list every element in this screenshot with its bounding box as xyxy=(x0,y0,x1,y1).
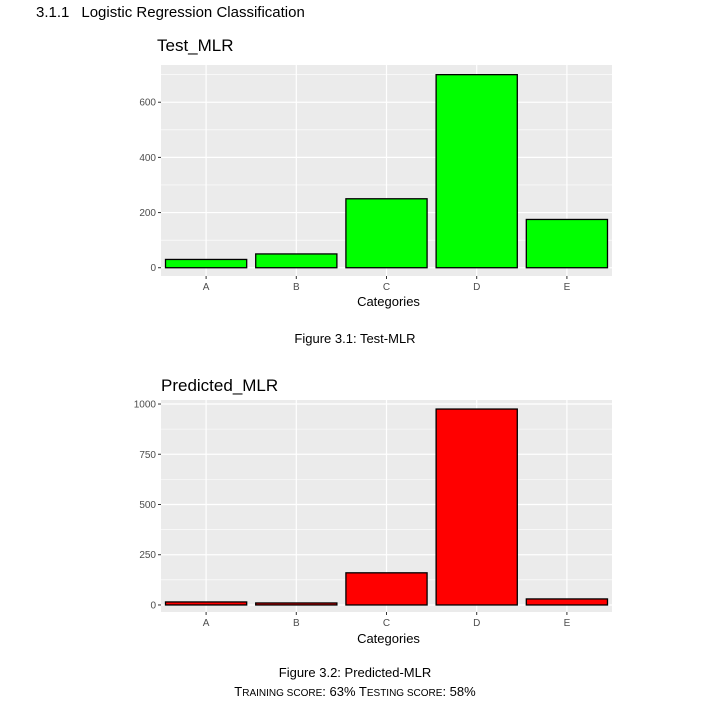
x-tick-label: C xyxy=(383,282,390,293)
chart-title-predicted: Predicted_MLR xyxy=(161,376,279,395)
bar-b xyxy=(255,602,338,606)
x-tick-label: B xyxy=(293,282,300,293)
bar-d xyxy=(435,408,518,606)
training-score-value: 63% xyxy=(329,684,356,699)
y-tick-label: 500 xyxy=(139,500,156,511)
scores-line: Training score: 63% Testing score: 58% xyxy=(234,684,476,699)
y-tick-label: 200 xyxy=(139,208,156,219)
figure-caption-test: Figure 3.1: Test-MLR xyxy=(294,331,416,346)
testing-label-rest: esting score xyxy=(366,688,443,699)
bar-e xyxy=(525,218,609,269)
chart-title-test: Test_MLR xyxy=(157,36,234,55)
bar-c xyxy=(345,198,428,269)
bar-b xyxy=(255,253,338,269)
section-heading: 3.1.1 Logistic Regression Classification xyxy=(36,4,305,21)
x-tick-label: A xyxy=(203,618,210,629)
y-tick-label: 400 xyxy=(139,153,156,164)
x-axis-title: Categories xyxy=(357,294,420,309)
y-tick-label: 600 xyxy=(139,98,156,109)
x-tick-label: C xyxy=(383,618,390,629)
bar-e xyxy=(525,598,609,606)
bar-a xyxy=(164,601,248,606)
training-label-initial: T xyxy=(234,684,243,699)
y-tick-label: 750 xyxy=(139,450,156,461)
figure-caption-predicted: Figure 3.2: Predicted-MLR xyxy=(278,665,432,680)
section-number: 3.1.1 xyxy=(36,4,70,21)
y-tick-label: 1000 xyxy=(134,400,157,411)
x-tick-label: A xyxy=(203,282,210,293)
bar-a xyxy=(164,258,248,269)
bar-c xyxy=(345,572,428,606)
y-tick-label: 0 xyxy=(150,600,156,611)
x-tick-label: E xyxy=(564,282,571,293)
testing-score-value: 58% xyxy=(449,684,476,699)
y-tick-label: 0 xyxy=(150,263,156,274)
testing-label-initial: T xyxy=(358,684,367,699)
test-mlr-bar-chart: 0 200 400 600 A B C D E Categories xyxy=(139,65,612,309)
section-title: Logistic Regression Classification xyxy=(81,4,305,21)
y-tick-label: 250 xyxy=(139,550,156,561)
bar-d xyxy=(435,74,518,269)
x-tick-label: E xyxy=(564,618,571,629)
x-tick-label: B xyxy=(293,618,300,629)
x-tick-label: D xyxy=(473,618,480,629)
training-label-rest: raining score xyxy=(242,688,323,699)
x-tick-label: D xyxy=(473,282,480,293)
x-axis-title: Categories xyxy=(357,631,420,646)
